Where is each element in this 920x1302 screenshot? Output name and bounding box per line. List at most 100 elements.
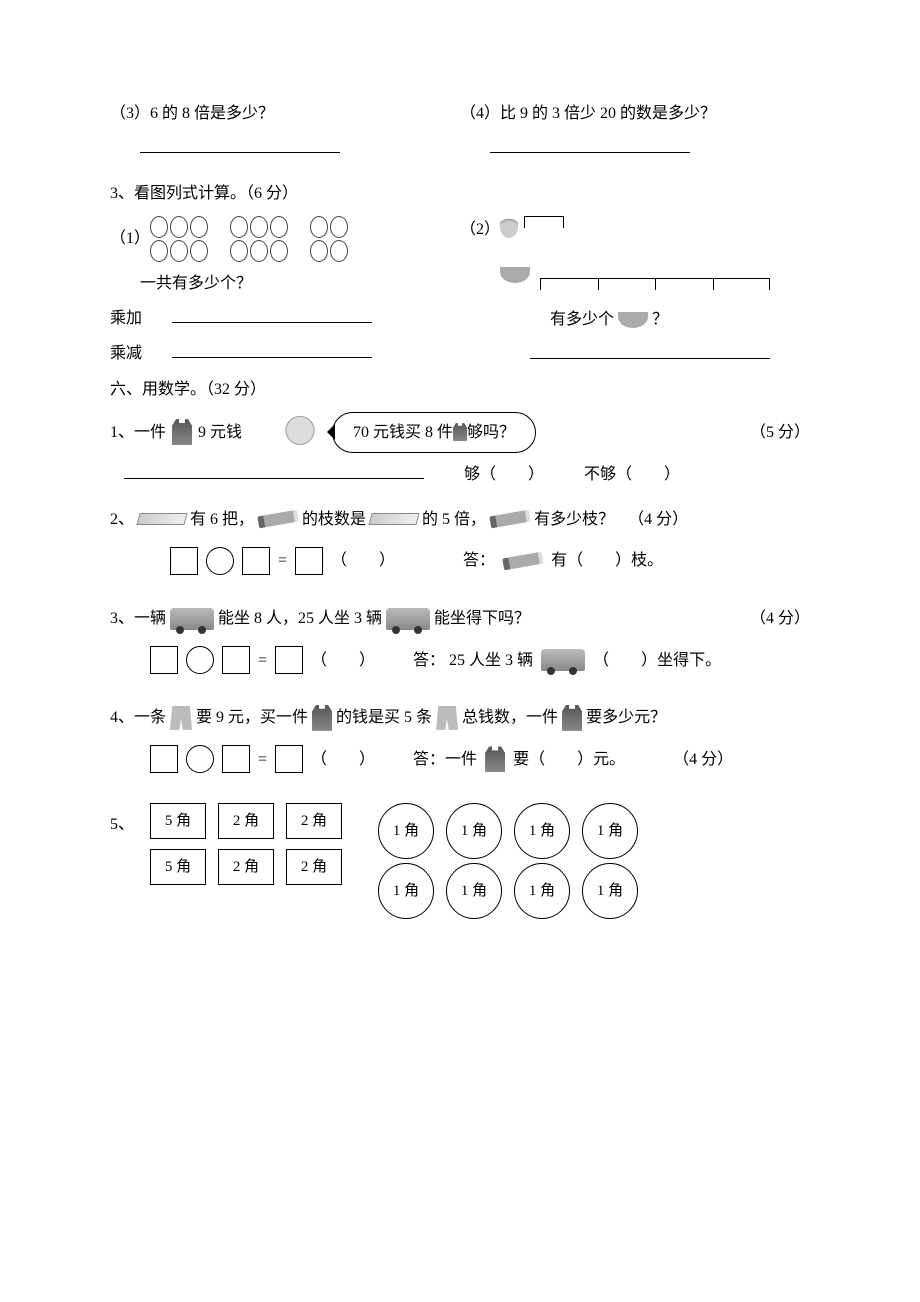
bus-icon (170, 608, 214, 630)
p3-c: 能坐得下吗？ (434, 605, 530, 632)
eq-box[interactable] (222, 745, 250, 773)
blank-q2-4[interactable] (490, 137, 690, 153)
p2-ans-b: 有（ ）枝。 (551, 547, 663, 574)
stamp: 5 角 (150, 803, 206, 839)
q3-2: （2） 有多少个 ？ (460, 216, 810, 369)
eq-op[interactable] (186, 745, 214, 773)
vest-icon-2 (312, 705, 332, 731)
p3-eq: = （ ） 答： 25 人坐 3 辆 （ ）坐得下。 (150, 646, 810, 674)
p2-a: 2、 (110, 506, 134, 533)
ovals-group-1 (150, 216, 208, 262)
p1-pts: （5 分） (750, 419, 810, 446)
p4-d: 总钱数，一件 (462, 704, 558, 731)
p1-speech-b: 够吗？ (467, 419, 515, 446)
rect-stamps: 5 角 5 角 2 角 2 角 2 角 2 角 (150, 803, 342, 885)
eq-box[interactable] (295, 547, 323, 575)
q2-row: （3）6 的 8 倍是多少？ （4）比 9 的 3 倍少 20 的数是多少？ (110, 100, 810, 135)
p2: 2、 有 6 把， 的枝数是 的 5 倍， 有多少枝？ （4 分） (110, 506, 810, 533)
banana-icon (500, 267, 530, 283)
stamp: 1 角 (378, 863, 434, 919)
p2-eq: = （ ） 答： 有（ ）枝。 (170, 547, 810, 575)
stamp: 2 角 (286, 803, 342, 839)
p5: 5、 5 角 5 角 2 角 2 角 2 角 2 角 1 角 1 角 1 角 1… (110, 803, 810, 919)
p4-pts: （4 分） (673, 746, 733, 773)
ruler-icon (136, 513, 187, 525)
label-mul-add: 乘加 (110, 310, 142, 327)
p1-a: 1、一件 (110, 419, 166, 446)
p4-c: 的钱是买 5 条 (336, 704, 432, 731)
bus-icon-3 (541, 649, 585, 671)
q3-1: （1） 一共有多少个？ 乘加 乘减 (110, 216, 460, 369)
p3: 3、一辆 能坐 8 人，25 人坐 3 辆 能坐得下吗？ （4 分） (110, 605, 810, 632)
sec6-title: 六、用数学。（32 分） (110, 376, 810, 403)
q3-2-text: 有多少个 (550, 311, 614, 328)
p4-e: 要多少元？ (586, 704, 666, 731)
eq-op[interactable] (186, 646, 214, 674)
p2-pts: （4 分） (628, 506, 688, 533)
pear-icon (500, 216, 518, 238)
eq-box[interactable] (275, 745, 303, 773)
eq-box[interactable] (150, 745, 178, 773)
p4-ans-b: 要（ ）元。 (513, 746, 625, 773)
p2-d: 的 5 倍， (422, 506, 486, 533)
stamp: 1 角 (582, 803, 638, 859)
eq-op[interactable] (206, 547, 234, 575)
q3-1-text: 一共有多少个？ (140, 270, 460, 297)
banana-icon-2 (618, 312, 648, 328)
stamp: 1 角 (582, 863, 638, 919)
p1-not-enough[interactable]: 不够（ ） (584, 461, 680, 488)
eq-box[interactable] (222, 646, 250, 674)
p2-b: 有 6 把， (190, 506, 254, 533)
p2-c: 的枝数是 (302, 506, 366, 533)
eq-sign: = (258, 647, 267, 674)
face-icon (284, 416, 316, 448)
marker-icon-3 (502, 552, 543, 571)
q2-4: （4）比 9 的 3 倍少 20 的数是多少？ (460, 100, 810, 127)
unit[interactable]: （ ） (331, 547, 395, 574)
p4-a: 4、一条 (110, 704, 166, 731)
eq-box[interactable] (275, 646, 303, 674)
shorts-icon (170, 706, 192, 730)
p5-label: 5、 (110, 803, 134, 838)
eq-sign: = (278, 547, 287, 574)
unit[interactable]: （ ） (311, 647, 375, 674)
blank-q2-3[interactable] (140, 137, 340, 153)
p3-a: 3、一辆 (110, 605, 166, 632)
stamp: 5 角 (150, 849, 206, 885)
p1-enough[interactable]: 够（ ） (464, 461, 544, 488)
p4-ans-a: 答：一件 (413, 746, 477, 773)
stamp: 1 角 (514, 863, 570, 919)
circle-stamps: 1 角 1 角 1 角 1 角 1 角 1 角 1 角 1 角 (378, 803, 638, 919)
p4-b: 要 9 元，买一件 (196, 704, 308, 731)
blank-p1[interactable] (124, 463, 424, 479)
q3-1-label: （1） (110, 225, 150, 252)
ovals-group-3 (310, 216, 348, 262)
vest-icon-small (453, 423, 467, 441)
p3-pts: （4 分） (750, 605, 810, 632)
eq-box[interactable] (170, 547, 198, 575)
stamp: 1 角 (446, 803, 502, 859)
blank-mulsub[interactable] (172, 342, 372, 358)
p1-b: 9 元钱 (198, 419, 242, 446)
eq-box[interactable] (242, 547, 270, 575)
blank-q3-2[interactable] (530, 343, 770, 359)
p4-eq: = （ ） 答：一件 要（ ）元。 （4 分） (150, 745, 810, 773)
p4: 4、一条 要 9 元，买一件 的钱是买 5 条 总钱数，一件 要多少元？ (110, 704, 810, 731)
p1: 1、一件 9 元钱 70 元钱买 8 件 够吗？ （5 分） (110, 412, 810, 453)
stamp: 2 角 (218, 849, 274, 885)
p3-ans: 答： 25 人坐 3 辆 (413, 647, 533, 674)
marker-icon (257, 510, 298, 529)
shorts-icon-2 (436, 706, 458, 730)
eq-box[interactable] (150, 646, 178, 674)
p1-speech-a: 70 元钱买 8 件 (353, 419, 453, 446)
q2-3: （3）6 的 8 倍是多少？ (110, 100, 460, 127)
label-mul-sub: 乘减 (110, 345, 142, 362)
stamp: 1 角 (514, 803, 570, 859)
q3-2-qmark: ？ (652, 311, 668, 328)
blank-muladd[interactable] (172, 307, 372, 323)
stamp: 2 角 (286, 849, 342, 885)
vest-icon-3 (562, 705, 582, 731)
p3-b: 能坐 8 人，25 人坐 3 辆 (218, 605, 382, 632)
q2-answers (110, 135, 810, 162)
unit[interactable]: （ ） (311, 746, 375, 773)
